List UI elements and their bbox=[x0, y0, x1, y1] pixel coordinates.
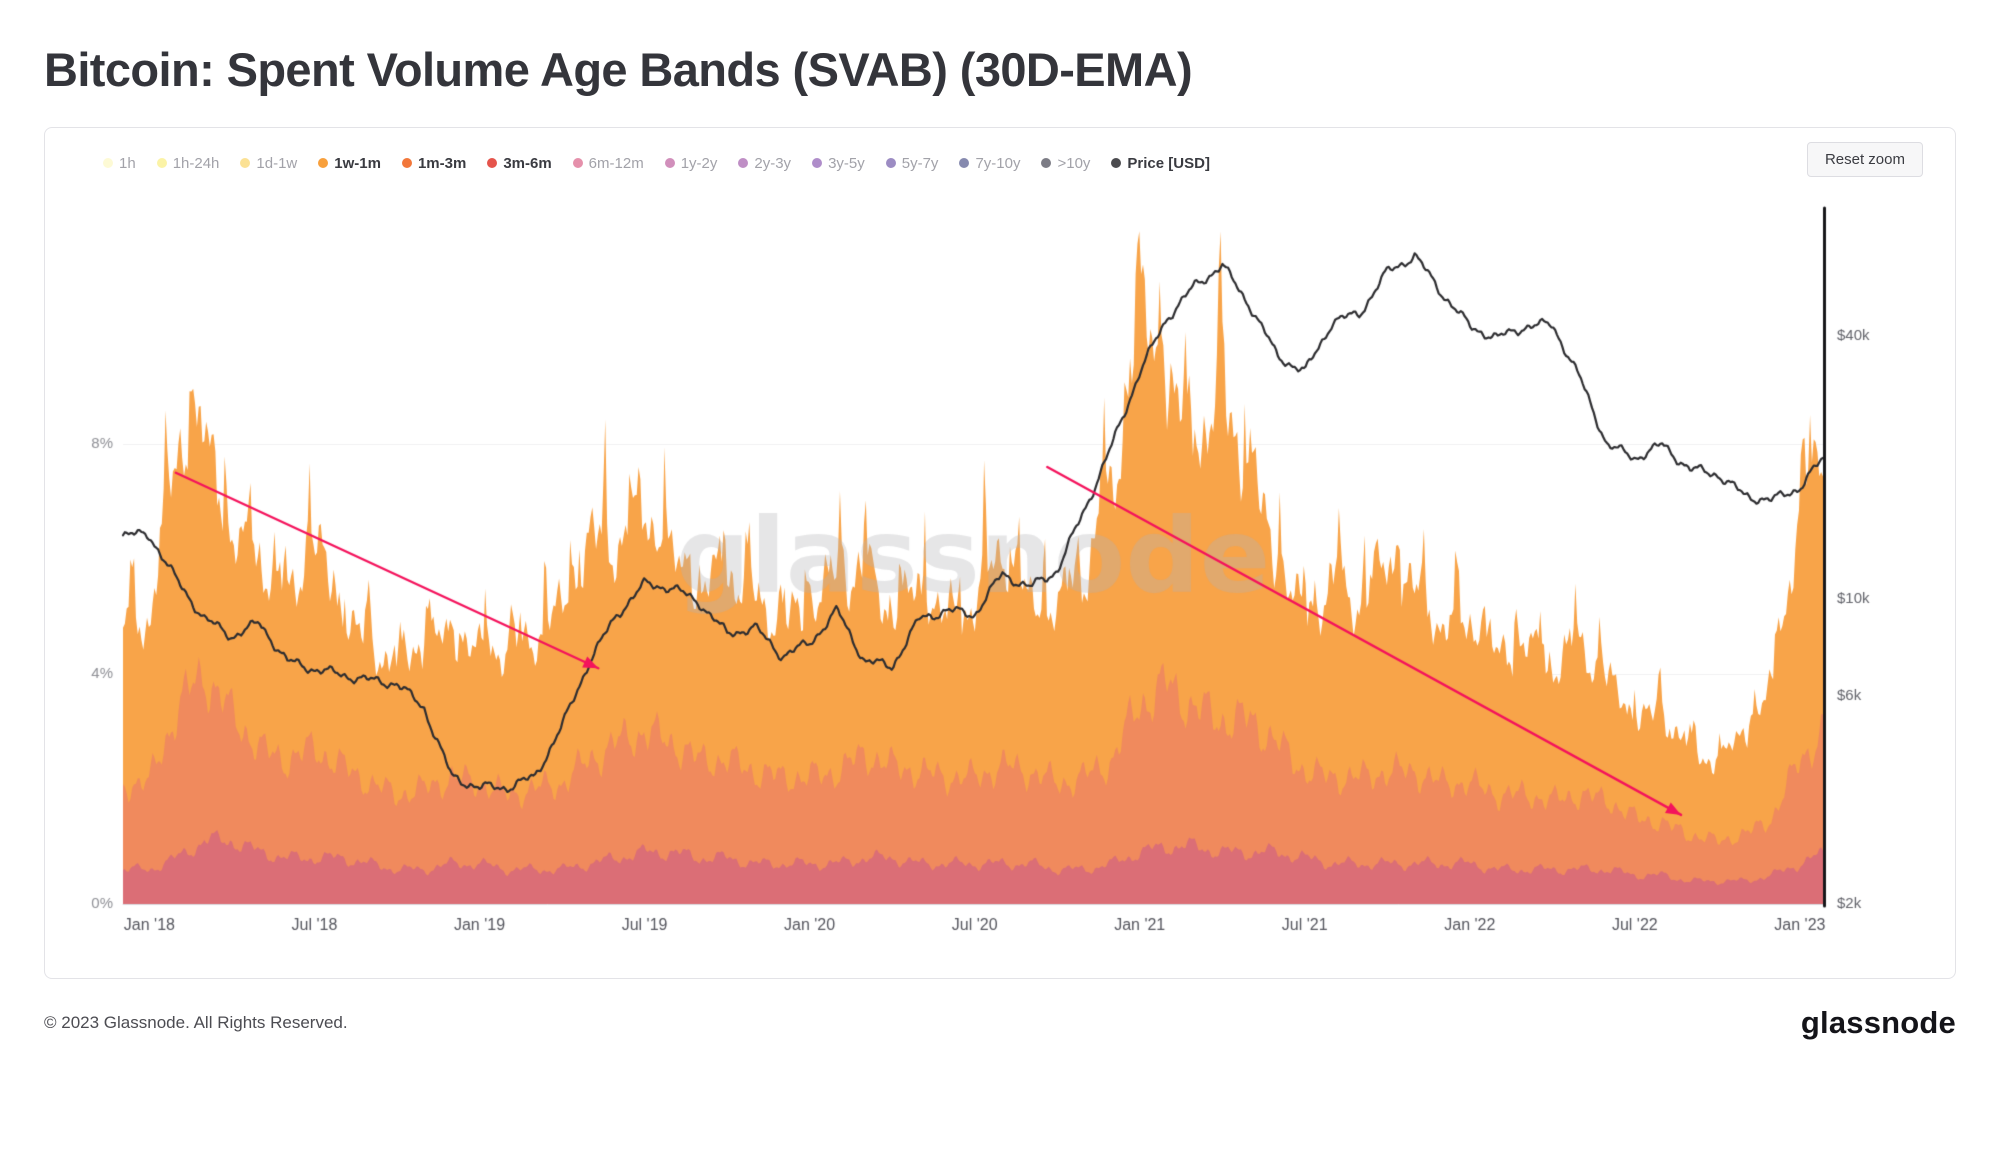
legend-label: 6m-12m bbox=[588, 154, 644, 172]
legend-item-2y-3y[interactable]: 2y-3y bbox=[738, 155, 791, 172]
chart-header: 1h 1h-24h 1d-1w 1w-1m 1m-3m 3m-6m 6m-12m 1y-2y 2… bbox=[65, 142, 1935, 184]
legend-item-5y-7y[interactable]: 5y-7y bbox=[885, 154, 939, 172]
legend-item-1h[interactable]: 1h bbox=[103, 155, 136, 172]
glassnode-logo: glassnode bbox=[1800, 1005, 1956, 1040]
legend-color-dot-icon bbox=[1111, 158, 1122, 168]
page-footer: © 2023 Glassnode. All Rights Reserved. g… bbox=[44, 1005, 1956, 1041]
legend-item-10y[interactable]: >10y bbox=[1041, 155, 1090, 172]
legend-label: 5y-7y bbox=[901, 154, 939, 172]
legend-label: >10y bbox=[1057, 154, 1091, 172]
legend-item-1m-3m[interactable]: 1m-3m bbox=[401, 154, 467, 172]
legend-label: 2y-3y bbox=[754, 154, 792, 172]
legend-color-dot-icon bbox=[401, 158, 412, 168]
legend-color-dot-icon bbox=[959, 158, 970, 168]
copyright-text: © 2023 Glassnode. All Rights Reserved. bbox=[44, 1013, 348, 1032]
legend-label: 1y-2y bbox=[680, 154, 718, 172]
page-title: Bitcoin: Spent Volume Age Bands (SVAB) (… bbox=[44, 43, 1193, 96]
legend-color-dot-icon bbox=[1041, 158, 1052, 168]
legend-item-1y-2y[interactable]: 1y-2y bbox=[664, 154, 718, 172]
legend-color-dot-icon bbox=[240, 158, 251, 168]
legend-label: 1d-1w bbox=[256, 154, 298, 172]
legend-color-dot-icon bbox=[812, 158, 823, 168]
legend-color-dot-icon bbox=[487, 158, 498, 168]
legend-label: 1w-1m bbox=[334, 154, 381, 172]
legend-label: 3y-5y bbox=[828, 154, 865, 172]
legend-color-dot-icon bbox=[664, 158, 675, 168]
legend-item-6m-12m[interactable]: 6m-12m bbox=[572, 154, 644, 172]
legend-item-1w-1m[interactable]: 1w-1m bbox=[318, 155, 381, 172]
legend-item-3m-6m[interactable]: 3m-6m bbox=[487, 154, 552, 172]
legend-item-price-usd[interactable]: Price [USD] bbox=[1111, 155, 1210, 172]
chart-card: 1h 1h-24h 1d-1w 1w-1m 1m-3m 3m-6m 6m-12m 1y-2y 2… bbox=[44, 127, 1956, 979]
legend-item-1d-1w[interactable]: 1d-1w bbox=[240, 155, 297, 172]
chart-legend: 1h 1h-24h 1d-1w 1w-1m 1m-3m 3m-6m 6m-12m 1y-2y 2… bbox=[103, 155, 1210, 172]
legend-item-7y-10y[interactable]: 7y-10y bbox=[959, 155, 1020, 172]
legend-color-dot-icon bbox=[318, 158, 329, 168]
legend-color-dot-icon bbox=[156, 158, 167, 168]
legend-color-dot-icon bbox=[572, 158, 583, 168]
legend-label: 1m-3m bbox=[417, 154, 467, 172]
svab-chart-canvas[interactable] bbox=[65, 188, 1915, 968]
legend-item-1h-24h[interactable]: 1h-24h bbox=[156, 154, 220, 172]
legend-label: 1h bbox=[119, 154, 136, 172]
legend-label: 3m-6m bbox=[503, 154, 552, 172]
legend-label: 1h-24h bbox=[172, 154, 220, 172]
legend-color-dot-icon bbox=[885, 158, 896, 168]
legend-item-3y-5y[interactable]: 3y-5y bbox=[812, 155, 865, 172]
legend-label: 7y-10y bbox=[975, 154, 1021, 172]
legend-label: Price [USD] bbox=[1127, 154, 1210, 172]
legend-color-dot-icon bbox=[738, 158, 749, 168]
legend-color-dot-icon bbox=[103, 158, 113, 168]
reset-zoom-button[interactable]: Reset zoom bbox=[1806, 142, 1923, 177]
